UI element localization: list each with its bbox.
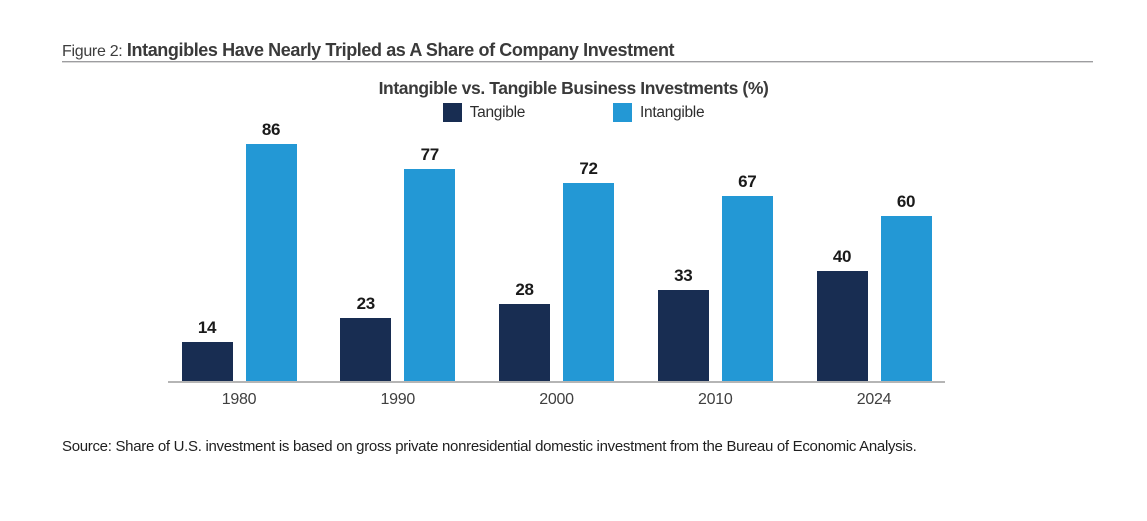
legend-swatch-intangible <box>613 103 633 122</box>
value-label-tangible-2010: 33 <box>674 266 693 285</box>
legend-swatch-tangible <box>442 103 462 122</box>
bar-tangible-1990 <box>340 318 392 381</box>
legend-label: Intangible <box>640 103 705 121</box>
source-note: Source: Share of U.S. investment is base… <box>62 438 917 455</box>
x-tick-1980: 1980 <box>221 391 257 408</box>
header-divider <box>62 61 1093 63</box>
value-label-intangible-2024: 60 <box>896 192 916 211</box>
figure-header: Figure 2: Intangibles Have Nearly Triple… <box>62 40 1093 61</box>
chart-legend: Tangible Intangible <box>0 103 1147 122</box>
legend-label: Tangible <box>469 103 526 121</box>
value-label-intangible-2010: 67 <box>738 172 757 191</box>
value-label-tangible-1980: 14 <box>197 318 217 337</box>
bar-tangible-2010 <box>657 290 709 381</box>
bar-tangible-2000 <box>499 304 550 381</box>
bar-tangible-1980 <box>181 342 233 381</box>
bar-intangible-2024 <box>880 216 932 381</box>
x-tick-2000: 2000 <box>539 391 574 408</box>
legend-item-tangible: Tangible <box>442 103 526 122</box>
value-label-intangible-2000: 72 <box>579 159 598 178</box>
bar-intangible-2000 <box>563 183 614 381</box>
x-tick-2010: 2010 <box>698 391 733 408</box>
value-label-tangible-2024: 40 <box>832 247 852 266</box>
chart-title: Intangible vs. Tangible Business Investm… <box>378 78 769 98</box>
bar-intangible-2010 <box>721 196 773 381</box>
bar-tangible-2024 <box>816 271 868 381</box>
value-label-tangible-2000: 28 <box>515 280 534 299</box>
bar-intangible-1990 <box>404 169 456 381</box>
legend-item-intangible: Intangible <box>613 103 705 122</box>
bar-intangible-1980 <box>245 144 297 381</box>
x-axis: 1980 1990 2000 2010 2024 <box>168 391 945 411</box>
x-tick-1990: 1990 <box>380 391 416 408</box>
value-label-intangible-1990: 77 <box>420 145 440 164</box>
value-label-tangible-1990: 23 <box>356 294 376 313</box>
figure-number-label: Figure 2: <box>62 43 123 60</box>
value-label-intangible-1980: 86 <box>261 120 281 139</box>
plot-area: 14 86 23 77 28 72 33 67 40 60 <box>168 120 945 383</box>
x-tick-2024: 2024 <box>856 391 892 408</box>
figure-title: Intangibles Have Nearly Tripled as A Sha… <box>126 40 675 60</box>
